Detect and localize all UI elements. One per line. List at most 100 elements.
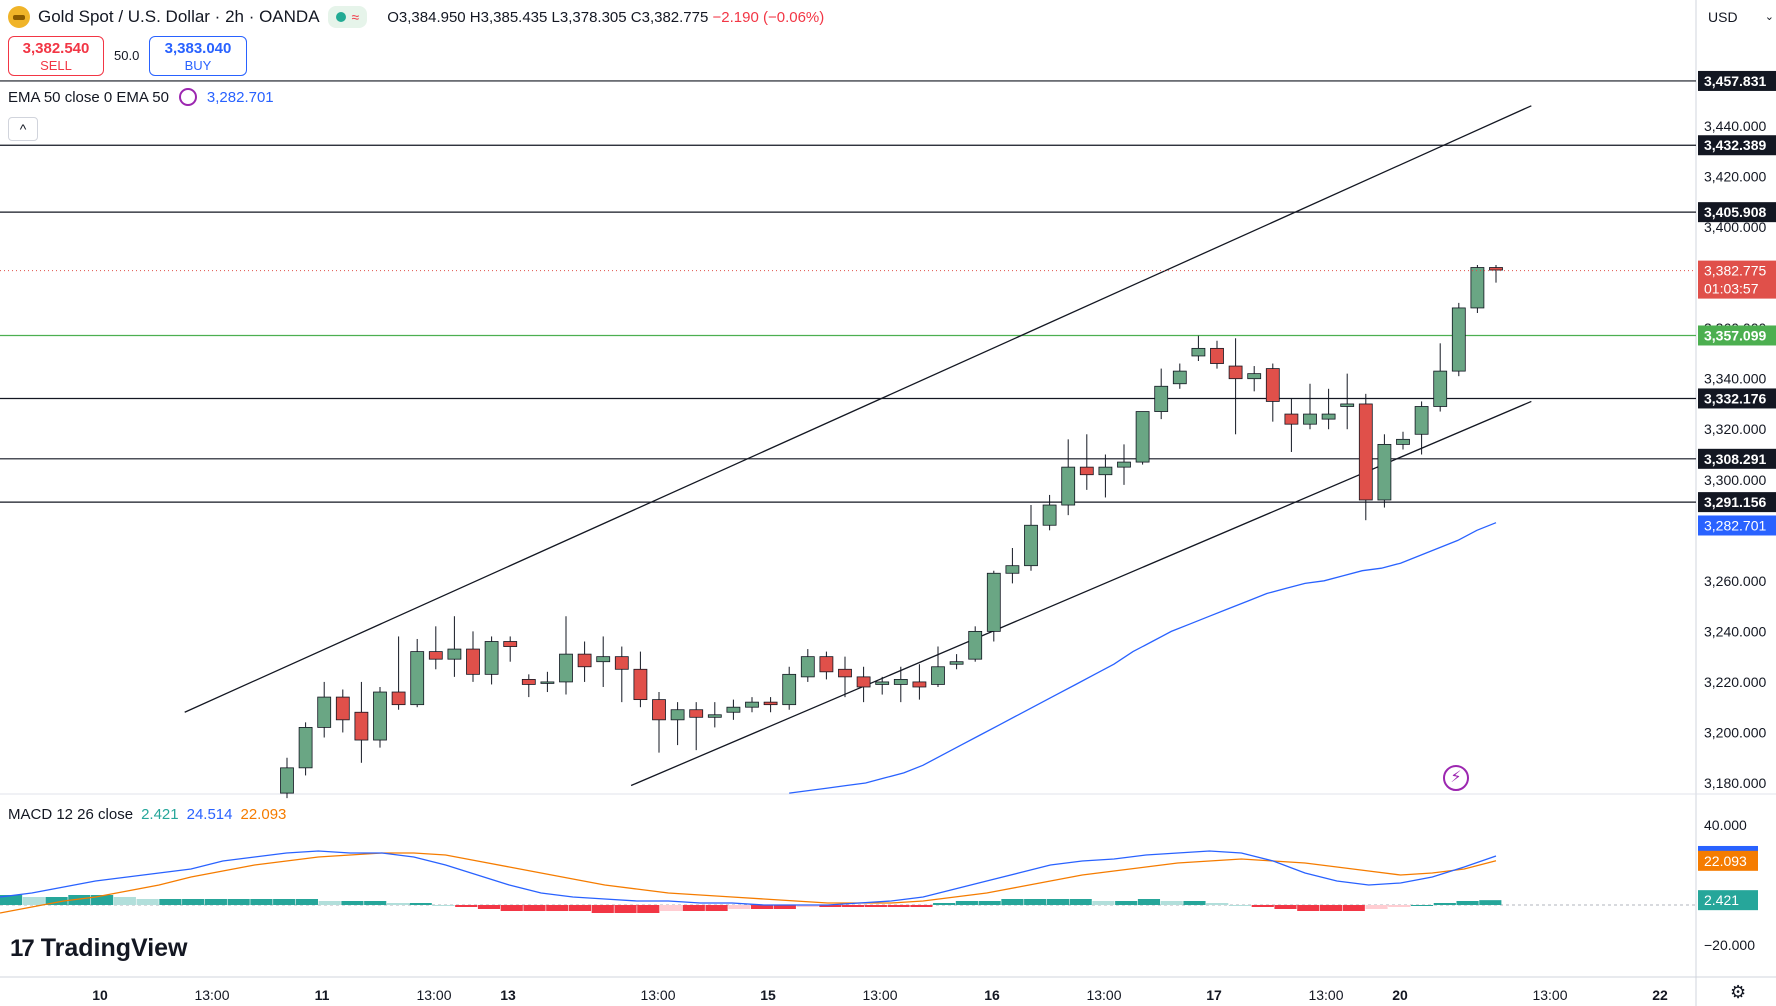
- buy-label: BUY: [184, 58, 212, 73]
- currency-label: USD: [1708, 9, 1738, 25]
- time-tick-label: 13:00: [1532, 987, 1567, 1003]
- macd-histogram-bar: [1024, 899, 1047, 905]
- macd-histogram-bar: [568, 905, 592, 911]
- level-tag-bg: [1698, 492, 1776, 513]
- macd-tick-label: 40.000: [1704, 817, 1747, 833]
- buy-button[interactable]: 3,383.040 BUY: [149, 36, 247, 76]
- macd-line-value: 24.514: [186, 806, 233, 823]
- time-tick-label: 11: [315, 987, 330, 1003]
- candle-body: [484, 641, 499, 675]
- macd-histogram-bar: [1183, 901, 1206, 905]
- price-change: −2.190 (−0.06%): [712, 8, 825, 26]
- macd-histogram-bar: [1479, 900, 1502, 905]
- sell-button[interactable]: 3,382.540 SELL: [8, 36, 104, 76]
- candle-body: [1303, 413, 1317, 425]
- candle-body: [1098, 466, 1113, 476]
- macd-histogram-bar: [773, 905, 796, 909]
- candle-body: [1024, 524, 1038, 567]
- time-tick-label: 13:00: [1086, 987, 1121, 1003]
- candle-body: [689, 709, 704, 718]
- candle-body: [856, 676, 871, 688]
- market-status-pill[interactable]: ≈: [327, 6, 368, 28]
- last-price-label: 3,382.775: [1704, 263, 1766, 279]
- price-tick-label: 3,440.000: [1704, 118, 1766, 134]
- price-tick-label: 3,220.000: [1704, 674, 1766, 690]
- time-tick-label: 17: [1206, 987, 1222, 1003]
- ema-legend[interactable]: EMA 50 close 0 EMA 50 3,282.701: [8, 88, 274, 106]
- candle-body: [1265, 368, 1280, 402]
- candle-body: [577, 653, 592, 668]
- candle-body: [707, 714, 722, 718]
- macd-histogram-bar: [955, 901, 978, 905]
- level-tag-bg: [1698, 388, 1776, 409]
- chevron-down-icon: ⌄: [1764, 11, 1774, 23]
- macd-histogram-bar: [159, 899, 182, 905]
- macd-histogram-bar: [546, 905, 569, 911]
- macd-histogram-bar: [1388, 905, 1411, 907]
- candle-body: [391, 691, 406, 706]
- tradingview-logo[interactable]: 17 TradingView: [10, 934, 188, 963]
- candle-body: [1154, 385, 1169, 412]
- candle-body: [1117, 461, 1131, 468]
- macd-histogram-bar: [1297, 905, 1320, 911]
- price-tick-label: 3,340.000: [1704, 371, 1766, 387]
- candle-body: [893, 678, 908, 685]
- level-tag-bg: [1698, 135, 1776, 156]
- gear-icon[interactable]: ⚙: [1730, 982, 1747, 1002]
- candle-body: [1451, 307, 1466, 372]
- macd-histogram-bar: [1092, 901, 1115, 905]
- macd-histogram-bar: [1251, 905, 1274, 907]
- candle-body: [800, 656, 815, 678]
- candle-body: [986, 572, 1001, 632]
- sync-icon[interactable]: [178, 88, 197, 106]
- candle-body: [949, 661, 964, 665]
- macd-histogram-bar: [1001, 899, 1024, 905]
- macd-histogram-bar: [341, 901, 364, 905]
- candle-body: [1191, 347, 1206, 357]
- macd-histogram-bar: [91, 895, 114, 905]
- macd-tag-label: 22.093: [1704, 853, 1747, 869]
- gold-bars-icon: [8, 6, 30, 28]
- level-tag-label: 3,405.908: [1704, 204, 1766, 220]
- macd-tag-bg: [1698, 850, 1758, 871]
- ohlc-values: O3,384.950 H3,385.435 L3,378.305 C3,382.…: [387, 9, 824, 26]
- symbol-title[interactable]: Gold Spot / U.S. Dollar · 2h · OANDA: [38, 7, 320, 26]
- currency-selector[interactable]: USD ⌄: [1704, 4, 1776, 30]
- macd-histogram-bar: [796, 905, 819, 907]
- macd-histogram-bar: [933, 903, 956, 905]
- macd-histogram-bar: [1160, 901, 1183, 905]
- candle-body: [1172, 370, 1187, 385]
- candle-body: [317, 696, 332, 728]
- macd-histogram-bar: [1456, 901, 1479, 905]
- price-tick-label: 3,400.000: [1704, 219, 1766, 235]
- macd-histogram-bar: [204, 899, 227, 905]
- time-tick-label: 16: [984, 987, 1000, 1003]
- candle-body: [745, 701, 759, 708]
- wave-icon: ≈: [351, 9, 360, 25]
- macd-histogram-bar: [659, 905, 683, 911]
- candle-body: [335, 696, 350, 721]
- tradingview-wordmark: TradingView: [40, 934, 188, 962]
- spread-value: 50.0: [114, 48, 140, 63]
- bolt-icon[interactable]: ⚡: [1443, 765, 1469, 791]
- macd-histogram-bar: [22, 897, 45, 905]
- macd-histogram-bar: [1206, 903, 1229, 905]
- candle-body: [1396, 438, 1410, 445]
- candle-body: [466, 648, 480, 675]
- candle-body: [931, 666, 945, 685]
- collapse-legend-button[interactable]: ^: [8, 117, 38, 141]
- macd-histogram-bar: [1115, 901, 1138, 905]
- macd-legend[interactable]: MACD 12 26 close 2.421 24.514 22.093: [8, 806, 286, 823]
- candle-body: [819, 656, 834, 673]
- candle-body: [1061, 466, 1076, 506]
- macd-histogram-bar: [728, 905, 751, 909]
- candle-body: [838, 668, 852, 678]
- candle-body: [1377, 443, 1392, 501]
- sell-label: SELL: [40, 58, 72, 73]
- price-tick-label: 3,300.000: [1704, 472, 1766, 488]
- macd-histogram-bar: [637, 905, 660, 913]
- macd-histogram-bar: [591, 905, 614, 913]
- ohlc-text: O3,384.950 H3,385.435 L3,378.305 C3,382.…: [387, 8, 709, 26]
- time-tick-label: 13:00: [416, 987, 451, 1003]
